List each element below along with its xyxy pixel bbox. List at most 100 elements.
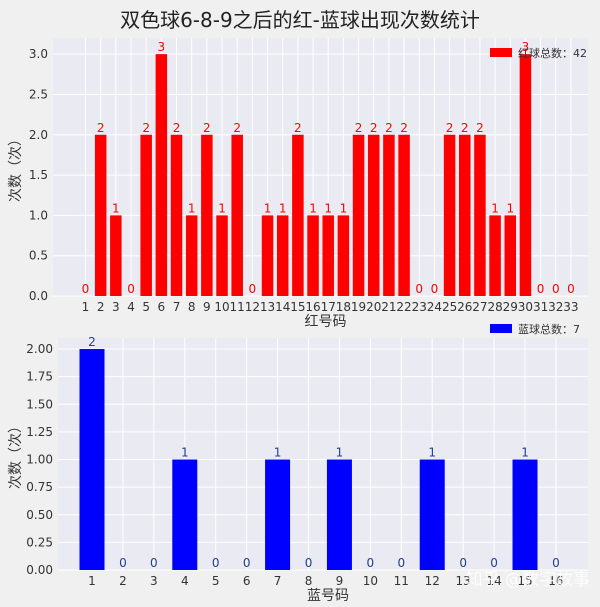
red-data-label: 2 [400,121,408,135]
blue-data-label: 0 [397,556,405,570]
blue-x-tick-label: 2 [119,574,127,588]
red-bar [155,54,168,296]
red-data-label: 2 [461,121,469,135]
blue-bar [79,349,105,570]
blue-data-label: 1 [274,446,282,460]
blue-bar [512,459,538,570]
blue-x-tick-label: 8 [305,574,313,588]
blue-x-tick-label: 15 [517,574,532,588]
blue-data-label: 1 [181,446,189,460]
red-bar [276,215,289,296]
red-data-label: 1 [506,201,514,215]
blue-data-label: 1 [521,446,529,460]
blue-x-tick-label: 11 [394,574,409,588]
blue-data-label: 0 [367,556,375,570]
red-x-tick-label: 8 [188,300,196,314]
blue-x-tick-label: 5 [212,574,220,588]
red-data-label: 2 [370,121,378,135]
red-data-label: 2 [355,121,363,135]
blue-x-tick-label: 13 [456,574,471,588]
blue-y-tick-label: 0.25 [26,535,53,549]
red-x-tick-label: 16 [305,300,320,314]
red-ball-chart: 0.00.51.01.52.02.53.01 2 3 4 5 6 7 8 9 10 11 12 13 14… [8,38,588,330]
red-x-tick-label: 31 [533,300,548,314]
red-bar [398,134,410,296]
red-data-label: 1 [491,201,499,215]
red-bar [261,215,274,296]
red-bar [170,134,183,296]
red-data-label: 2 [142,121,150,135]
red-x-tick-label: 5 [142,300,150,314]
red-data-label: 3 [158,40,166,54]
red-bar [322,215,334,296]
red-data-label: 0 [415,282,423,296]
red-x-tick-label: 29 [503,300,518,314]
red-x-tick-label: 24 [427,300,442,314]
red-legend-label: 红球总数：42 [518,46,587,60]
red-x-tick-label: 2 [97,300,105,314]
red-bar [519,54,532,296]
blue-bar [326,459,352,570]
red-data-label: 1 [324,201,332,215]
red-x-tick-label: 12 [245,300,260,314]
red-data-label: 0 [127,282,135,296]
red-x-tick-label: 21 [381,300,396,314]
red-x-tick-label: 28 [487,300,502,314]
red-x-tick-label: 1 [82,300,90,314]
red-bar [216,215,228,296]
blue-y-tick-label: 0.50 [26,508,53,522]
red-x-tick-label: 30 [518,300,533,314]
blue-y-axis-label: 次数（次） [8,419,24,489]
blue-y-tick-label: 1.50 [26,397,53,411]
red-data-label: 0 [537,282,545,296]
blue-x-tick-label: 4 [181,574,189,588]
red-data-label: 0 [249,282,257,296]
blue-bar [265,459,291,570]
red-x-tick-label: 27 [472,300,487,314]
red-bar [292,134,304,296]
red-x-tick-label: 18 [336,300,351,314]
red-y-tick-label: 2.0 [29,128,48,142]
red-data-label: 2 [203,121,211,135]
red-data-label: 2 [233,121,241,135]
red-x-tick-label: 15 [290,300,305,314]
red-bar [367,134,380,296]
red-bar [474,134,486,296]
red-x-tick-label: 20 [366,300,381,314]
red-x-tick-label: 7 [173,300,181,314]
blue-data-label: 0 [119,556,127,570]
red-bar [489,215,501,296]
blue-y-tick-label: 0.75 [26,480,53,494]
red-x-tick-label: 11 [230,300,245,314]
red-data-label: 2 [173,121,181,135]
blue-data-label: 0 [305,556,313,570]
blue-data-label: 0 [552,556,560,570]
red-x-tick-label: 19 [351,300,366,314]
red-x-tick-label: 22 [396,300,411,314]
red-bar [94,134,107,296]
red-bar [201,134,213,296]
blue-data-label: 2 [88,335,96,349]
red-bar [231,134,243,296]
red-x-tick-label: 10 [214,300,229,314]
red-data-label: 1 [264,201,272,215]
red-x-tick-label: 17 [321,300,336,314]
red-x-tick-label: 33 [563,300,578,314]
blue-ball-chart: 0.000.250.500.751.001.251.501.752.001 2 3 4… [8,322,588,604]
blue-y-tick-label: 1.75 [26,370,53,384]
blue-x-axis-label: 蓝号码 [307,588,349,604]
red-data-label: 2 [446,121,454,135]
red-y-tick-label: 1.5 [29,168,48,182]
red-data-label: 0 [567,282,575,296]
red-y-tick-label: 2.5 [29,87,48,101]
blue-plot-area [58,338,588,570]
red-data-label: 1 [218,201,226,215]
red-y-tick-label: 0.5 [29,249,48,263]
chart-title: 双色球6-8-9之后的红-蓝球出现次数统计 [120,8,480,32]
red-bar [140,134,152,296]
blue-legend-label: 蓝球总数：7 [518,322,580,336]
blue-data-label: 0 [243,556,251,570]
red-data-label: 3 [522,40,530,54]
red-data-label: 2 [294,121,302,135]
